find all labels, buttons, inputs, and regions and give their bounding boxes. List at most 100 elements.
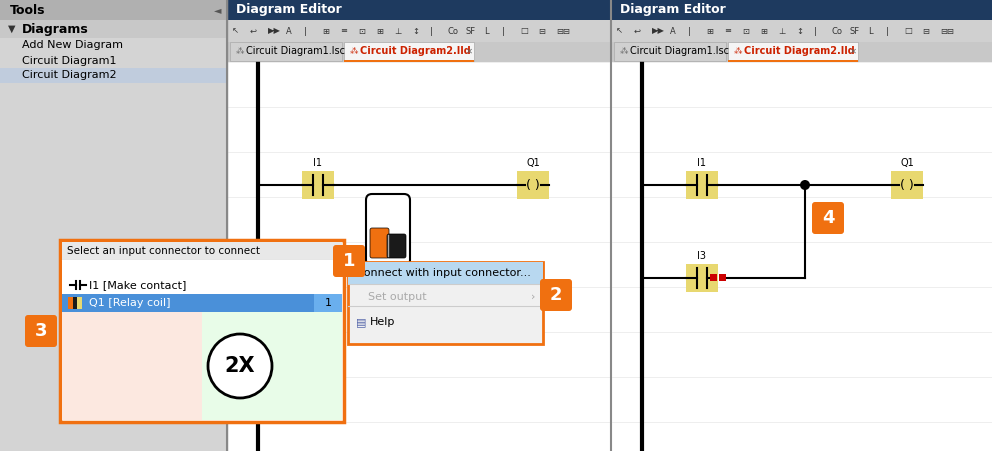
Text: Q1: Q1 <box>900 158 914 168</box>
Text: A: A <box>286 27 292 36</box>
Text: Help: Help <box>370 317 396 327</box>
Text: Circuit Diagram2: Circuit Diagram2 <box>22 70 117 80</box>
Text: Circuit Diagram2.lld: Circuit Diagram2.lld <box>744 46 855 56</box>
FancyBboxPatch shape <box>60 240 344 422</box>
Text: ≡: ≡ <box>724 27 731 36</box>
Bar <box>228 62 610 451</box>
Bar <box>62 260 342 276</box>
Text: Set output: Set output <box>368 292 427 302</box>
Bar <box>728 42 858 61</box>
Text: ▼: ▼ <box>8 24 16 34</box>
Text: Connect with input connector...: Connect with input connector... <box>356 268 531 278</box>
Text: ✕: ✕ <box>466 46 473 55</box>
Bar <box>612 42 992 62</box>
Bar <box>228 0 610 20</box>
Text: ↩: ↩ <box>250 27 257 36</box>
Text: ( ): ( ) <box>526 179 540 192</box>
Text: Circuit Diagram1.lsc: Circuit Diagram1.lsc <box>246 46 345 56</box>
Bar <box>68 297 82 309</box>
Text: SF: SF <box>466 27 476 36</box>
FancyBboxPatch shape <box>25 315 57 347</box>
Text: Co: Co <box>448 27 459 36</box>
Text: SF: SF <box>850 27 860 36</box>
Bar <box>710 274 717 281</box>
Text: 2X: 2X <box>224 356 255 376</box>
Text: ⊥: ⊥ <box>778 27 786 36</box>
Text: I1: I1 <box>697 158 706 168</box>
Text: 2: 2 <box>550 286 562 304</box>
Bar <box>326 273 333 280</box>
Bar <box>344 60 474 62</box>
Text: I1: I1 <box>313 158 322 168</box>
Bar <box>344 42 474 61</box>
Text: ⊟⊟: ⊟⊟ <box>940 27 954 36</box>
Bar <box>517 171 549 199</box>
Text: ⊡: ⊡ <box>358 27 365 36</box>
Text: Diagram Editor: Diagram Editor <box>620 4 726 17</box>
Bar <box>0 53 226 68</box>
Text: ◄: ◄ <box>214 5 222 15</box>
Text: ↩: ↩ <box>634 27 641 36</box>
Bar <box>614 42 726 61</box>
FancyBboxPatch shape <box>370 228 389 258</box>
Bar <box>612 0 992 20</box>
FancyBboxPatch shape <box>348 262 543 344</box>
Text: Q1 [Relay coil]: Q1 [Relay coil] <box>89 298 171 308</box>
Text: ⊞: ⊞ <box>376 27 383 36</box>
Bar <box>228 42 610 62</box>
Text: Select an input connector to connect: Select an input connector to connect <box>67 246 260 256</box>
Text: Diagrams: Diagrams <box>22 23 88 36</box>
Bar <box>228 20 610 42</box>
Text: ▶▶: ▶▶ <box>652 27 665 36</box>
Bar <box>612 20 992 42</box>
Text: ≡: ≡ <box>340 27 347 36</box>
Text: 1: 1 <box>324 298 331 308</box>
Text: Circuit Diagram1.lsc: Circuit Diagram1.lsc <box>630 46 729 56</box>
Text: ⊟⊟: ⊟⊟ <box>556 27 570 36</box>
Text: A: A <box>670 27 676 36</box>
Text: ▤: ▤ <box>356 317 366 327</box>
Bar <box>202 312 342 420</box>
Bar <box>719 274 726 281</box>
Text: ↕: ↕ <box>796 27 803 36</box>
Text: ⁂: ⁂ <box>350 46 358 55</box>
Text: ⊞: ⊞ <box>322 27 329 36</box>
Text: Circuit Diagram2.lld: Circuit Diagram2.lld <box>360 46 471 56</box>
Text: ▶▶: ▶▶ <box>268 27 281 36</box>
Bar <box>0 38 226 53</box>
Bar <box>230 42 342 61</box>
Bar <box>728 60 858 62</box>
Text: |: | <box>304 27 307 36</box>
Text: 1: 1 <box>343 252 355 270</box>
Text: ↖: ↖ <box>232 27 239 36</box>
Bar <box>62 276 342 294</box>
Circle shape <box>208 334 272 398</box>
FancyBboxPatch shape <box>812 202 844 234</box>
Text: |: | <box>430 27 433 36</box>
Text: |: | <box>688 27 690 36</box>
Bar <box>0 83 226 451</box>
Circle shape <box>800 180 810 190</box>
FancyBboxPatch shape <box>366 194 410 266</box>
Bar <box>686 264 718 292</box>
Text: ⊞: ⊞ <box>706 27 713 36</box>
Bar <box>314 294 342 312</box>
Bar <box>62 294 342 312</box>
Text: 4: 4 <box>821 209 834 227</box>
Bar <box>0 0 226 20</box>
Text: ⊟: ⊟ <box>922 27 929 36</box>
Text: Diagram Editor: Diagram Editor <box>236 4 342 17</box>
Bar <box>612 62 992 451</box>
Text: ⁂: ⁂ <box>734 46 742 55</box>
Bar <box>0 68 226 83</box>
Text: ⊟: ⊟ <box>538 27 545 36</box>
Text: ⁂: ⁂ <box>236 46 244 55</box>
Bar <box>302 264 334 292</box>
Bar <box>0 20 226 38</box>
Text: ↖: ↖ <box>616 27 623 36</box>
Text: 3: 3 <box>35 322 48 340</box>
Bar <box>348 262 543 284</box>
Text: ⊞: ⊞ <box>760 27 767 36</box>
Text: Add New Diagram: Add New Diagram <box>22 41 123 51</box>
Bar <box>62 242 342 260</box>
